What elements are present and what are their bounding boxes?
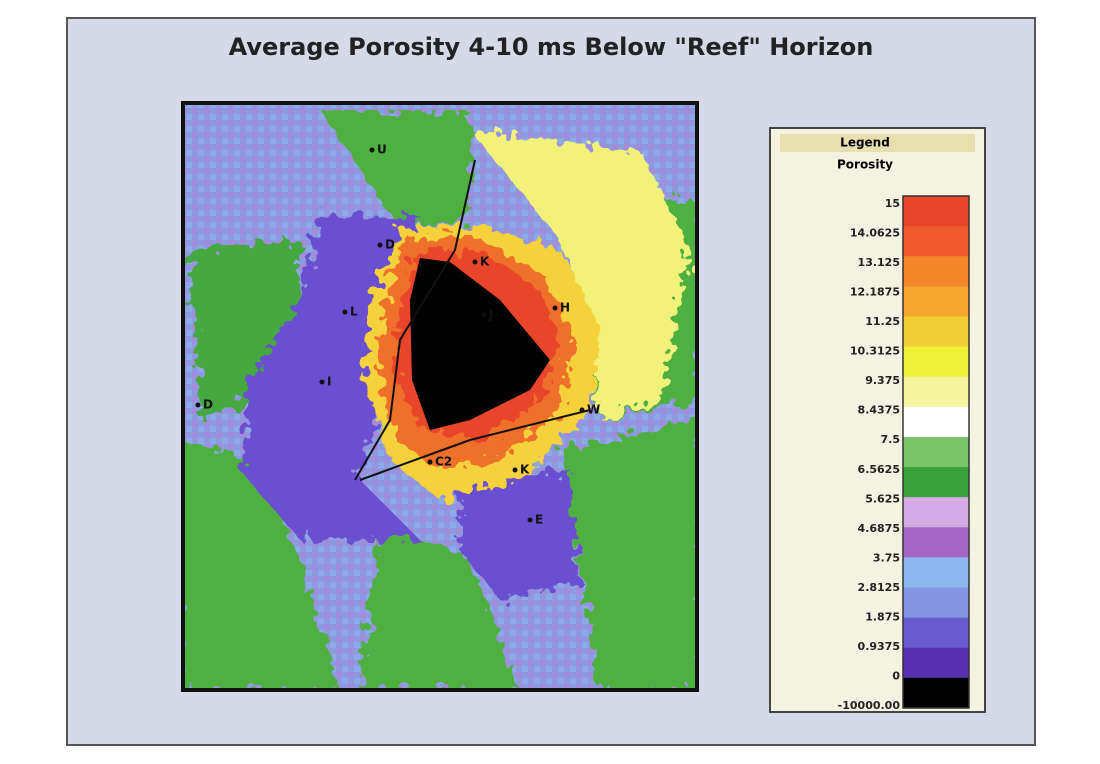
well-label: D	[385, 238, 395, 252]
well-label: E	[535, 513, 543, 527]
scale-label: 14.0625	[850, 227, 900, 240]
scale-swatch	[903, 467, 969, 498]
scale-label: 9.375	[865, 374, 900, 387]
scale-border	[902, 195, 970, 709]
scale-label: 12.1875	[850, 286, 900, 299]
legend-header	[780, 134, 975, 152]
scale-label: 3.75	[873, 551, 900, 564]
well-labels: U D K L J H I D W C2 K E	[195, 143, 600, 527]
well-label: H	[560, 301, 570, 315]
scale-swatch	[903, 647, 969, 679]
well-label: J	[488, 308, 493, 322]
scale-swatch	[903, 196, 969, 227]
scale-label: 7.5	[881, 433, 901, 446]
well-label: I	[327, 375, 331, 389]
well-label: K	[480, 255, 490, 269]
title: Average Porosity 4-10 ms Below "Reef" Ho…	[229, 33, 874, 61]
scale-label: 13.125	[858, 256, 900, 269]
legend-subtitle: Porosity	[837, 158, 893, 172]
well-dot	[512, 467, 518, 473]
scale-label: -10000.00	[838, 699, 901, 712]
well-label: D	[203, 398, 213, 412]
map-border	[181, 101, 699, 692]
scale-swatch	[903, 677, 969, 709]
scale-swatch	[903, 376, 969, 408]
well-dot	[319, 379, 325, 385]
well-label: C2	[435, 455, 452, 469]
scale-swatch	[903, 527, 969, 558]
well-dot	[527, 517, 533, 523]
scale-swatch	[903, 346, 969, 378]
legend-title: Legend	[840, 136, 890, 150]
scale-label: 15	[885, 197, 900, 210]
scale-label: 5.625	[865, 492, 900, 505]
scale-swatch	[903, 557, 969, 589]
scale-swatch	[903, 436, 969, 468]
scale-label: 8.4375	[858, 404, 900, 417]
well-dot	[377, 242, 383, 248]
color-scale: 15 14.0625 13.125 12.1875 11.25 10.3125 9.375 8…	[838, 195, 970, 712]
well-label: W	[587, 403, 600, 417]
scale-label: 10.3125	[850, 345, 900, 358]
scale-label: 1.875	[865, 610, 900, 623]
well-dot	[472, 259, 478, 265]
scale-label: 0	[892, 669, 900, 682]
well-dot	[342, 309, 348, 315]
well-dot	[369, 147, 375, 153]
well-dot	[579, 407, 585, 413]
well-label: K	[520, 463, 530, 477]
scale-swatch	[903, 587, 969, 619]
scale-swatch	[903, 617, 969, 649]
scale-swatch	[903, 286, 969, 317]
scale-label: 0.9375	[858, 640, 900, 653]
scale-swatch	[903, 316, 969, 348]
well-dot	[552, 305, 558, 311]
well-label: U	[377, 143, 387, 157]
well-dot	[427, 459, 433, 465]
scale-label: 4.6875	[858, 522, 900, 535]
scale-label: 11.25	[865, 315, 900, 328]
scale-swatch	[903, 256, 969, 287]
scale-swatch	[903, 497, 969, 528]
scale-swatch	[903, 406, 969, 438]
well-dot	[481, 312, 487, 318]
scale-swatch	[903, 226, 969, 257]
well-label: L	[350, 305, 358, 319]
scale-label: 2.8125	[858, 581, 900, 594]
well-dot	[195, 402, 201, 408]
porosity-map	[183, 103, 697, 690]
scale-label: 6.5625	[858, 463, 900, 476]
